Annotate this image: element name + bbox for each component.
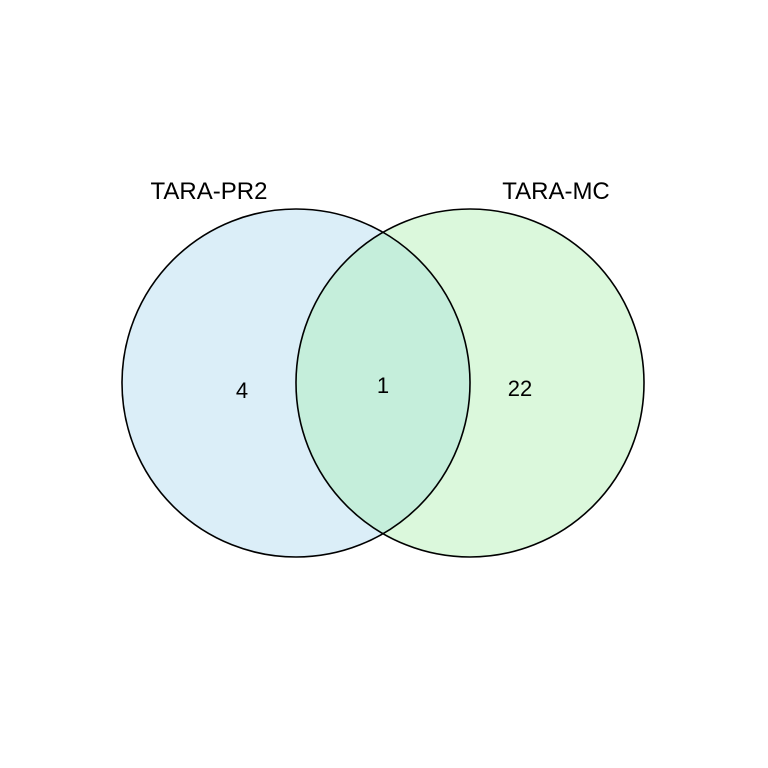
set-label-tara-mc: TARA-MC [502,178,610,205]
set-label-tara-pr2: TARA-PR2 [151,178,268,205]
set-outline-tara-mc [295,208,645,558]
count-intersection: 1 [377,373,389,398]
intersection-region [296,209,470,557]
set-outline-tara-pr2 [121,208,471,558]
count-tara-mc-only: 22 [508,376,532,401]
count-tara-pr2-only: 4 [236,378,248,403]
